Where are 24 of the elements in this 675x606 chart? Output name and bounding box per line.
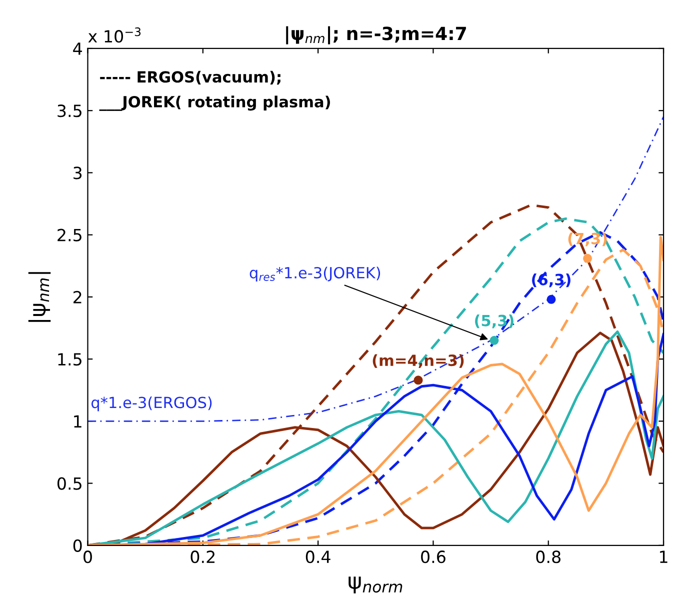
y-tick-label: 1 bbox=[74, 415, 82, 428]
x-tick-label: 0.6 bbox=[421, 550, 446, 564]
x-tick-label: 0.4 bbox=[306, 550, 330, 564]
y-tick-label: 3 bbox=[74, 166, 82, 180]
text: x 10$^{−3}$ bbox=[88, 27, 141, 43]
line-series bbox=[88, 116, 664, 422]
annotation: q*1.e-3(ERGOS) bbox=[91, 396, 212, 412]
y-tick-label: 2.5 bbox=[58, 228, 82, 242]
annotation: q$_{res}$*1.e-3(JOREK) bbox=[250, 266, 380, 282]
chart-title: |ψ$_{nm}$|; n=-3;m=4:7 bbox=[286, 26, 466, 44]
annotation: ----- ERGOS(vacuum); bbox=[100, 70, 280, 85]
x-axis-title: ψ$_{norm}$ bbox=[348, 576, 402, 594]
y-tick-label: 3.5 bbox=[58, 104, 82, 118]
y-axis-title: |ψ$_{nm}$| bbox=[28, 272, 51, 322]
y-tick-label: 0 bbox=[73, 539, 82, 552]
y-tick-label: 2 bbox=[74, 290, 82, 304]
x-tick-label: 0 bbox=[84, 550, 92, 564]
x-tick-label: 0.8 bbox=[536, 550, 560, 564]
x-tick-label: 1 bbox=[660, 550, 668, 563]
y-tick-label: 1.5 bbox=[58, 353, 82, 366]
y-tick-label: 4 bbox=[73, 42, 82, 55]
x-tick-label: 0.2 bbox=[190, 550, 214, 564]
y-tick-label: 0.5 bbox=[57, 477, 82, 490]
annotation: ___JOREK( rotating plasma) bbox=[99, 96, 330, 111]
